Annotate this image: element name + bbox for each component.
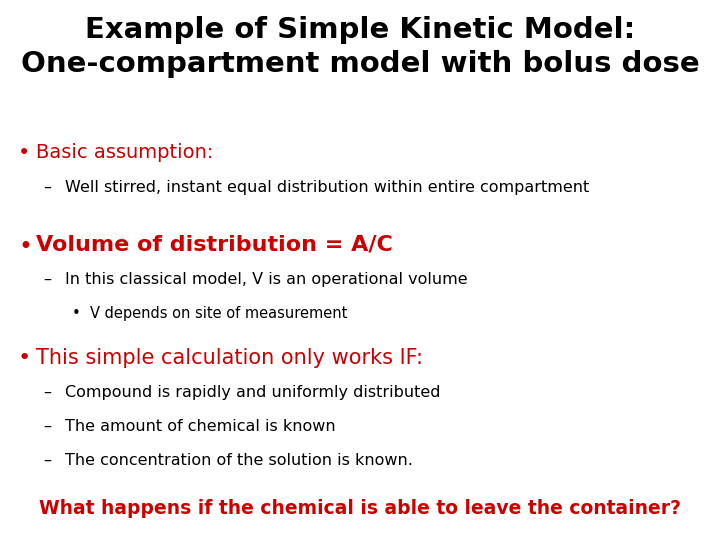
Text: What happens if the chemical is able to leave the container?: What happens if the chemical is able to … — [39, 500, 681, 518]
Text: –: – — [43, 453, 51, 468]
Text: The concentration of the solution is known.: The concentration of the solution is kno… — [65, 453, 413, 468]
Text: Example of Simple Kinetic Model:
One-compartment model with bolus dose: Example of Simple Kinetic Model: One-com… — [21, 16, 699, 78]
Text: •: • — [18, 143, 30, 163]
Text: The amount of chemical is known: The amount of chemical is known — [65, 419, 336, 434]
Text: Basic assumption:: Basic assumption: — [36, 143, 213, 162]
Text: Volume of distribution = A/C: Volume of distribution = A/C — [36, 235, 393, 255]
Text: V depends on site of measurement: V depends on site of measurement — [90, 306, 347, 321]
Text: Well stirred, instant equal distribution within entire compartment: Well stirred, instant equal distribution… — [65, 180, 589, 195]
Text: –: – — [43, 272, 51, 287]
Text: •: • — [72, 306, 81, 321]
Text: This simple calculation only works IF:: This simple calculation only works IF: — [36, 348, 423, 368]
Text: •: • — [18, 235, 32, 259]
Text: –: – — [43, 180, 51, 195]
Text: –: – — [43, 419, 51, 434]
Text: –: – — [43, 385, 51, 400]
Text: Compound is rapidly and uniformly distributed: Compound is rapidly and uniformly distri… — [65, 385, 441, 400]
Text: •: • — [18, 348, 31, 368]
Text: In this classical model, V is an operational volume: In this classical model, V is an operati… — [65, 272, 467, 287]
